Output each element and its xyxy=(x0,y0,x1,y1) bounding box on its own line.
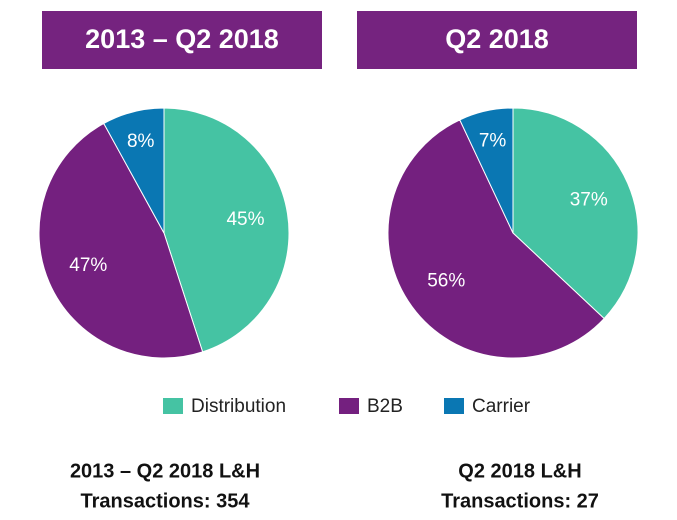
caption: 2013 – Q2 2018 L&H xyxy=(70,460,260,482)
header-title: Q2 2018 xyxy=(445,24,549,54)
legend-swatch xyxy=(163,398,183,414)
pie-slice xyxy=(163,107,290,353)
slice-label: 7% xyxy=(479,131,507,152)
slice-label: 8% xyxy=(127,131,155,152)
header-box xyxy=(357,11,637,69)
pie-slice xyxy=(512,107,639,320)
pie-slice xyxy=(387,119,605,359)
legend-label: Carrier xyxy=(472,396,531,417)
slice-label: 37% xyxy=(570,189,608,210)
header-box xyxy=(42,11,322,69)
legend-label: Distribution xyxy=(191,396,286,417)
slice-label: 56% xyxy=(427,271,465,292)
legend-label: B2B xyxy=(367,396,403,417)
pie-slice xyxy=(103,107,165,234)
legend-swatch xyxy=(444,398,464,414)
legend-swatch xyxy=(339,398,359,414)
caption: Q2 2018 L&H xyxy=(458,460,581,482)
header-title: 2013 – Q2 2018 xyxy=(85,24,279,54)
caption: Transactions: 27 xyxy=(441,490,599,512)
slice-label: 45% xyxy=(226,209,264,230)
pie-slice xyxy=(38,122,204,359)
pie-slice xyxy=(459,107,514,234)
caption: Transactions: 354 xyxy=(81,490,251,512)
slice-label: 47% xyxy=(69,255,107,276)
